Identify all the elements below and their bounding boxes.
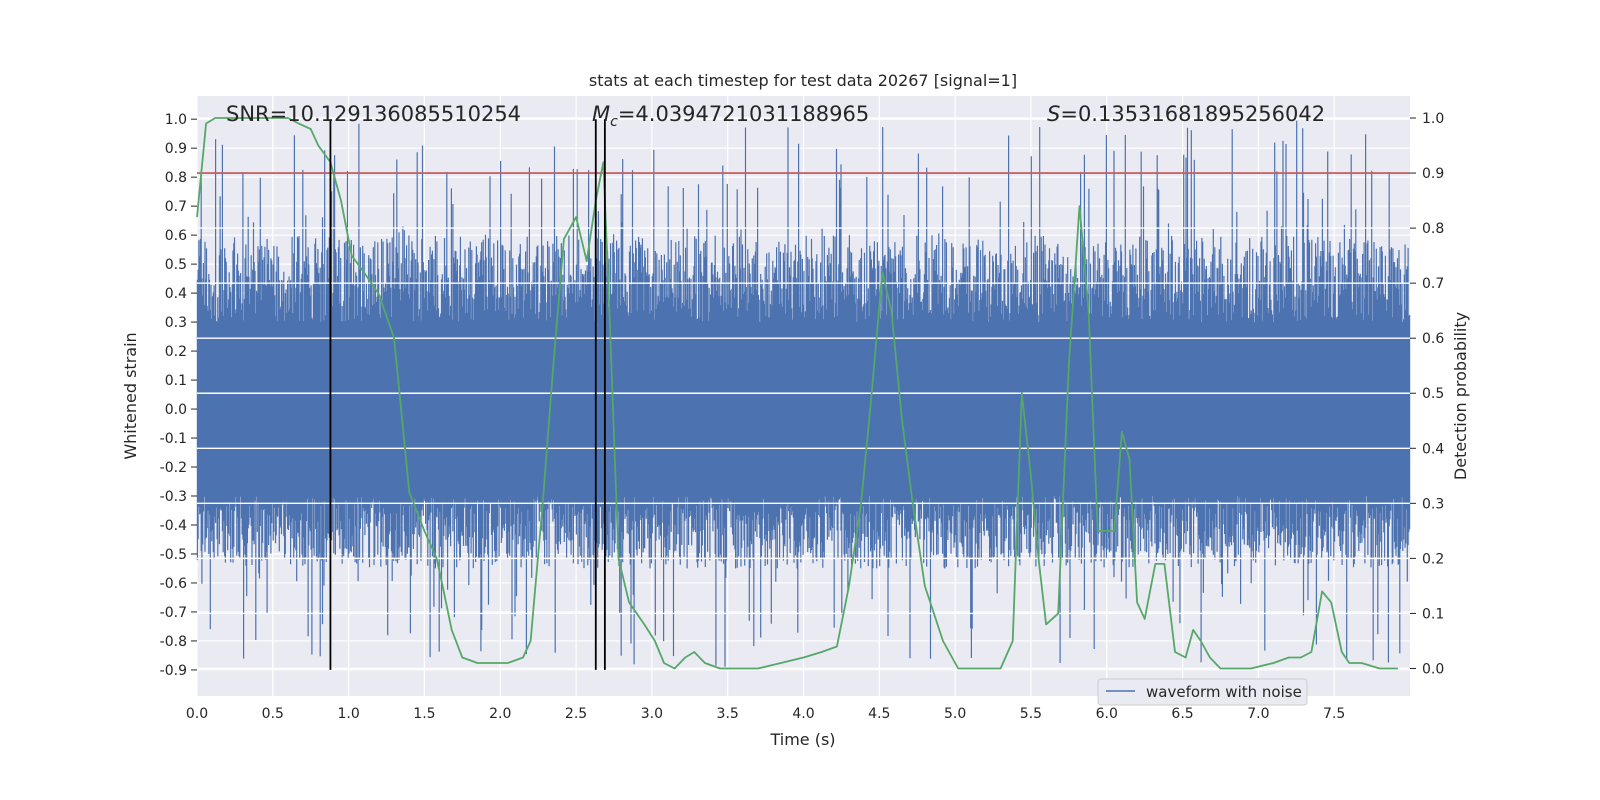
chirp-mass-value: =4.0394721031188965 <box>618 102 869 126</box>
y-axis-label: Whitened strain <box>121 332 140 459</box>
y-right-axis-label: Detection probability <box>1451 312 1470 480</box>
y-right-tick-label: 0.4 <box>1422 441 1444 457</box>
x-tick-label: 2.0 <box>489 706 511 722</box>
y-right-tick-label: 0.3 <box>1422 496 1444 512</box>
y-tick-label: 0.5 <box>165 257 187 273</box>
y-tick-label: -0.3 <box>160 489 187 505</box>
y-tick-label: 0.6 <box>165 228 187 244</box>
x-tick-label: 7.5 <box>1323 706 1345 722</box>
y-tick-label: 0.4 <box>165 286 187 302</box>
y-tick-label: -0.6 <box>160 576 187 592</box>
y-right-tick-label: 0.1 <box>1422 606 1444 622</box>
x-tick-label: 3.5 <box>717 706 739 722</box>
x-axis-label: Time (s) <box>769 730 835 749</box>
x-tick-label: 5.5 <box>1020 706 1042 722</box>
x-axis-ticks: 0.0 0.5 1.0 1.5 2.0 2.5 3.0 3.5 4.0 4.5 5.0 5.5 6.0 6… <box>186 706 1345 722</box>
y-tick-label: 0.2 <box>165 344 187 360</box>
s-annotation: S=0.13531681895256042 <box>1047 102 1325 126</box>
y-tick-label: 1.0 <box>165 112 187 128</box>
y-tick-label: 0.7 <box>165 199 187 215</box>
x-tick-label: 0.0 <box>186 706 208 722</box>
chirp-mass-subscript: c <box>610 114 618 130</box>
y-axis-ticks: 1.0 0.9 0.8 0.7 0.6 0.5 0.4 0.3 0.2 0.1 0.0 -0.1 -0.… <box>160 112 197 679</box>
x-tick-label: 1.5 <box>413 706 435 722</box>
x-tick-label: 0.5 <box>262 706 284 722</box>
s-symbol: S <box>1047 102 1060 126</box>
x-tick-label: 7.0 <box>1247 706 1269 722</box>
y-tick-label: 0.9 <box>165 141 187 157</box>
x-tick-label: 1.0 <box>337 706 359 722</box>
y-tick-label: 0.8 <box>165 170 187 186</box>
x-tick-label: 6.5 <box>1171 706 1193 722</box>
y-tick-label: -0.7 <box>160 605 187 621</box>
y-right-tick-label: 0.5 <box>1422 386 1444 402</box>
y-right-tick-label: 0.0 <box>1422 661 1444 677</box>
y-tick-label: 0.0 <box>165 402 187 418</box>
y-right-tick-label: 0.2 <box>1422 551 1444 567</box>
y-right-tick-label: 1.0 <box>1422 111 1444 127</box>
legend-label: waveform with noise <box>1146 683 1302 701</box>
x-tick-label: 4.5 <box>868 706 890 722</box>
y-tick-label: -0.9 <box>160 663 187 679</box>
y-right-tick-label: 0.9 <box>1422 166 1444 182</box>
chart-title: stats at each timestep for test data 202… <box>589 71 1017 90</box>
x-tick-label: 6.0 <box>1096 706 1118 722</box>
y-right-tick-label: 0.8 <box>1422 221 1444 237</box>
y-tick-label: -0.1 <box>160 431 187 447</box>
y-tick-label: 0.1 <box>165 373 187 389</box>
x-tick-label: 2.5 <box>565 706 587 722</box>
detection-probability-series <box>196 117 1398 670</box>
x-tick-label: 4.0 <box>792 706 814 722</box>
y-tick-label: -0.8 <box>160 634 187 650</box>
s-value: =0.13531681895256042 <box>1060 102 1325 126</box>
x-tick-label: 3.0 <box>641 706 663 722</box>
y-tick-label: -0.2 <box>160 460 187 476</box>
y-tick-label: -0.4 <box>160 518 187 534</box>
marker-vlines <box>329 119 606 670</box>
y-tick-label: 0.3 <box>165 315 187 331</box>
legend: waveform with noise <box>1097 678 1308 706</box>
y-right-axis-ticks: 1.0 0.9 0.8 0.7 0.6 0.5 0.4 0.3 0.2 0.1 0.0 <box>1410 111 1444 677</box>
waveform-with-noise-series <box>196 117 1411 670</box>
chirp-mass-symbol: M <box>592 102 610 126</box>
y-right-tick-label: 0.7 <box>1422 276 1444 292</box>
x-tick-label: 5.0 <box>944 706 966 722</box>
y-tick-label: -0.5 <box>160 547 187 563</box>
y-right-tick-label: 0.6 <box>1422 331 1444 347</box>
snr-annotation: SNR=10.129136085510254 <box>226 102 521 126</box>
legend-box <box>1097 678 1308 706</box>
detection-probability-line <box>196 117 1398 670</box>
chirp-mass-annotation: Mc=4.0394721031188965 <box>592 102 869 130</box>
